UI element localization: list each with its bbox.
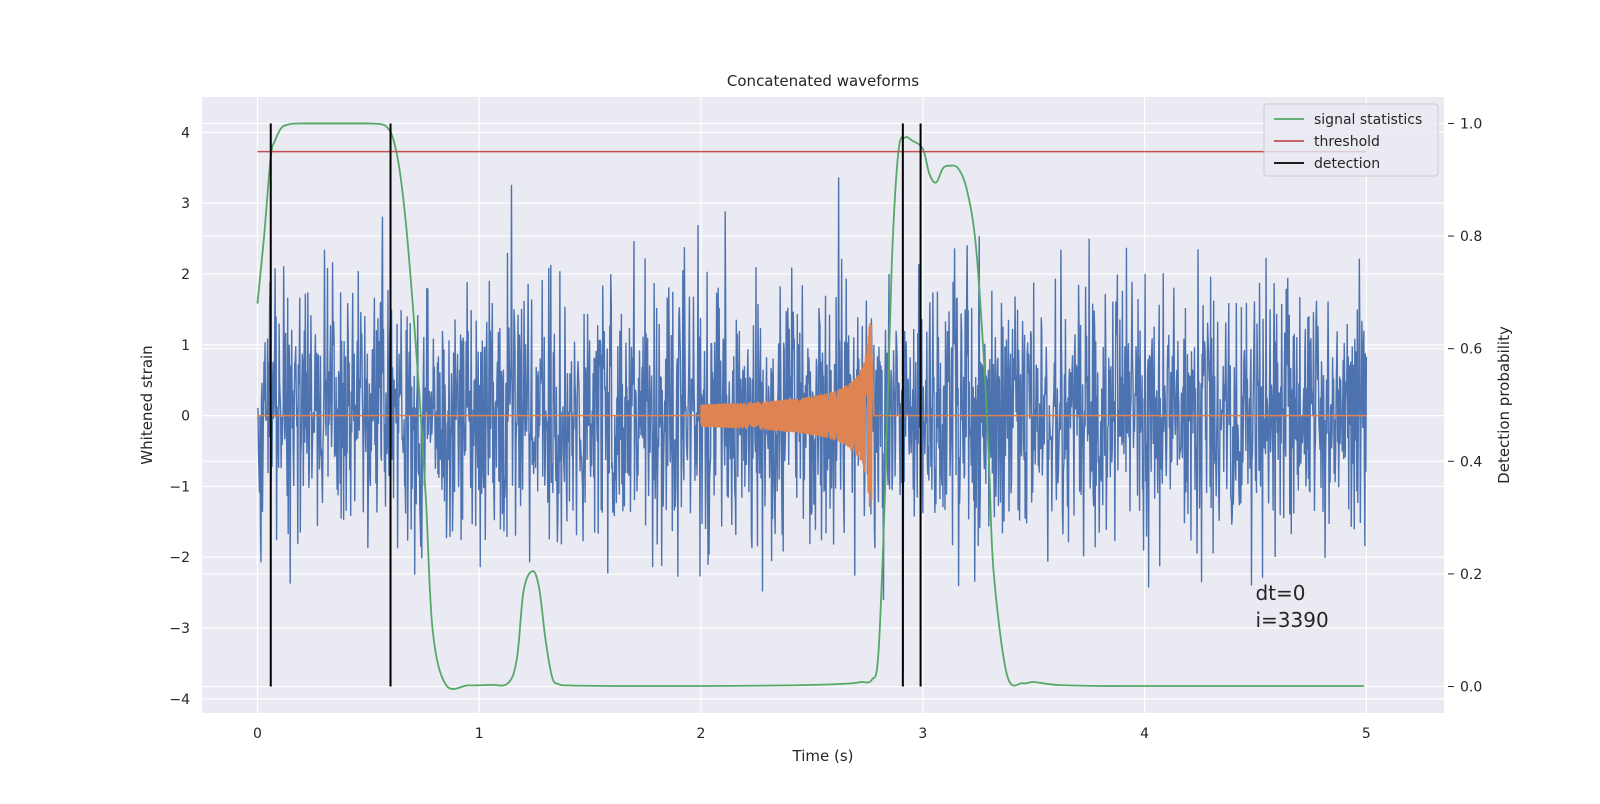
legend-label-threshold: threshold xyxy=(1314,134,1380,150)
chirp-waveform-line xyxy=(257,322,1367,508)
y-tick-label: 1 xyxy=(181,338,190,354)
y-right-tick-label: 0.0 xyxy=(1460,680,1482,696)
legend-label-signal-statistics: signal statistics xyxy=(1314,112,1422,128)
x-tick-label: 0 xyxy=(253,726,262,742)
y-right-tick-label: 0.2 xyxy=(1460,567,1482,583)
x-tick-label: 4 xyxy=(1140,726,1149,742)
signal-statistics-line xyxy=(256,122,1365,690)
y-right-tick-label: 0.6 xyxy=(1460,342,1482,358)
x-tick-label: 1 xyxy=(475,726,484,742)
y-tick-label: −3 xyxy=(169,621,190,637)
legend: signal statistics threshold detection xyxy=(1263,103,1439,177)
annotation-dt: dt=0 xyxy=(1255,581,1305,605)
detection-layer xyxy=(269,123,922,687)
y-right-axis-label: Detection probability xyxy=(1495,326,1513,484)
annotation-index: i=3390 xyxy=(1255,608,1328,632)
y-tick-label: 0 xyxy=(181,409,190,425)
y-tick-label: 4 xyxy=(181,125,190,141)
y-tick-label: 3 xyxy=(181,196,190,212)
x-tick-label: 5 xyxy=(1362,726,1371,742)
legend-box xyxy=(1263,103,1439,177)
y-right-tick-label: 1.0 xyxy=(1460,116,1482,132)
y-axis-label: Whitened strain xyxy=(138,345,156,464)
legend-label-detection: detection xyxy=(1314,156,1380,172)
y-right-tick-label: 0.8 xyxy=(1460,229,1482,245)
y-tick-label: −1 xyxy=(169,479,190,495)
tick-layer: 0 1 2 3 4 5 4 3 2 1 0 −1 −2 −3 −4 1.0 0.8 0.6 0.4 0.2 0.0 xyxy=(169,116,1482,742)
y-tick-label: 2 xyxy=(181,267,190,283)
noise-strain-line xyxy=(256,177,1368,673)
x-axis-label: Time (s) xyxy=(792,747,854,765)
y-right-tick-label: 0.4 xyxy=(1460,454,1482,470)
chart-title: Concatenated waveforms xyxy=(727,72,919,90)
series-layer xyxy=(256,122,1368,690)
y-tick-label: −4 xyxy=(169,692,190,708)
x-tick-label: 3 xyxy=(918,726,927,742)
x-tick-label: 2 xyxy=(697,726,706,742)
grid-layer xyxy=(202,97,1444,713)
y-tick-label: −2 xyxy=(169,550,190,566)
